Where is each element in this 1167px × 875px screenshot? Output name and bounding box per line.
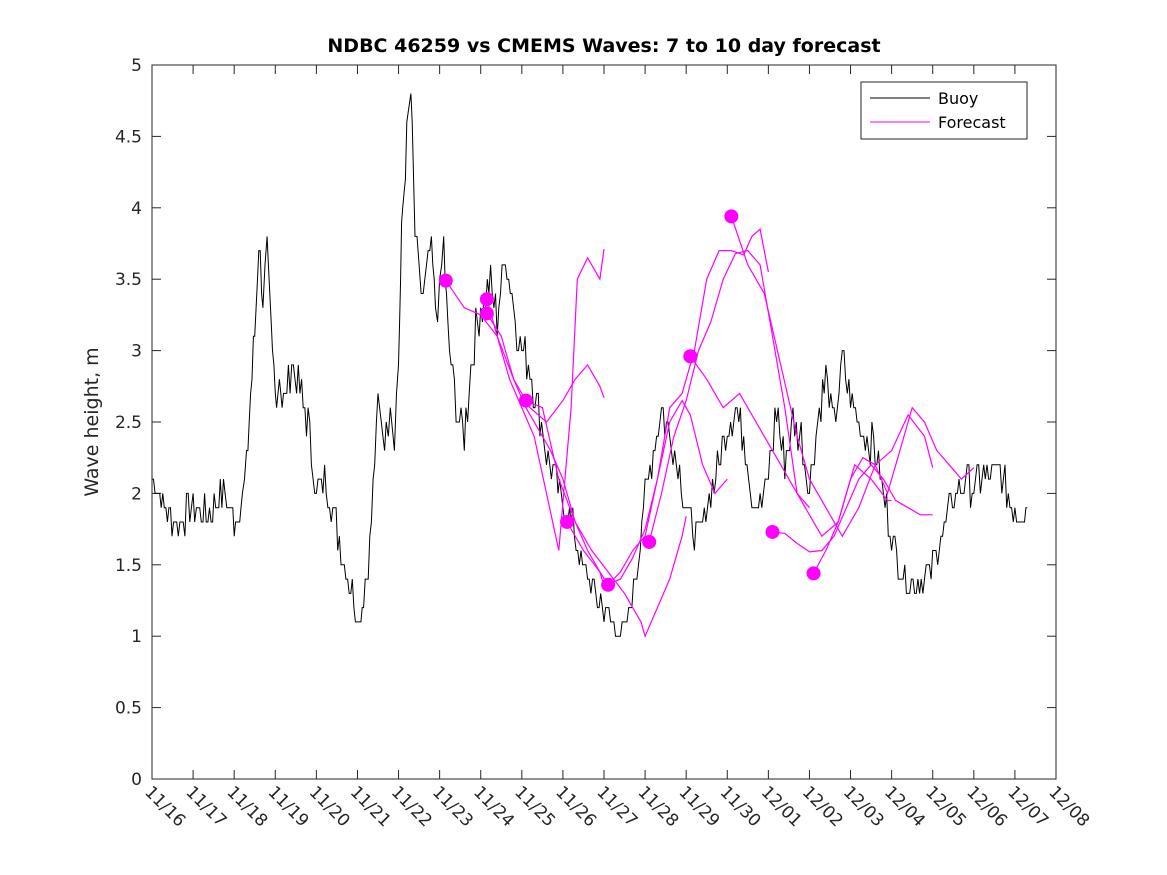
y-axis: 0 0.5 1 1.5 2 2.5 3 3.5 4 4.5 5 <box>115 56 1056 790</box>
forecast-start-point-1 <box>438 273 453 288</box>
series-layer <box>152 93 1028 638</box>
legend-box <box>860 81 1028 140</box>
y-tick-label: 3 <box>131 342 142 362</box>
legend-buoy-label: Buoy <box>938 89 978 108</box>
forecast-start-point-2 <box>479 292 494 307</box>
forecast-series-line-2 <box>486 249 605 551</box>
forecast-series-line-9 <box>730 216 934 538</box>
forecast-start-point-6 <box>601 577 616 592</box>
y-tick-label: 2 <box>131 484 142 504</box>
buoy-series-line <box>152 93 1028 637</box>
y-tick-label: 1.5 <box>115 556 142 576</box>
y-tick-label: 0.5 <box>115 699 142 719</box>
y-tick-label: 4 <box>131 199 142 219</box>
forecast-series-line-1 <box>445 280 605 423</box>
y-axis-label: Wave height, m <box>81 347 103 496</box>
forecast-series-line-3 <box>486 313 605 587</box>
plot-frame <box>151 64 1057 780</box>
y-tick-label: 1 <box>131 627 142 647</box>
forecast-start-point-3 <box>479 306 494 321</box>
forecast-start-point-8 <box>683 349 698 364</box>
forecast-series-line-7 <box>648 249 810 543</box>
forecast-start-point-7 <box>642 534 657 549</box>
y-tick-label: 3.5 <box>115 270 142 290</box>
forecast-start-point-4 <box>518 393 533 408</box>
forecast-series-line-11 <box>813 406 975 574</box>
forecast-start-point-11 <box>806 566 821 581</box>
forecast-series-line-6 <box>607 228 769 586</box>
forecast-start-point-5 <box>560 514 575 529</box>
forecast-series-line-5 <box>566 399 728 586</box>
forecast-start-point-10 <box>765 524 780 539</box>
forecast-series-line-4 <box>525 400 687 638</box>
y-tick-label: 2.5 <box>115 413 142 433</box>
legend: Buoy Forecast <box>860 81 1028 140</box>
plot-area <box>152 65 1056 779</box>
forecast-series-line-8 <box>689 355 892 538</box>
y-tick-label: 4.5 <box>115 127 142 147</box>
legend-forecast-label: Forecast <box>938 113 1006 132</box>
y-tick-label: 5 <box>131 56 142 76</box>
y-tick-label: 0 <box>131 770 142 790</box>
forecast-series-line-10 <box>772 463 933 553</box>
forecast-start-point-9 <box>724 209 739 224</box>
chart-title: NDBC 46259 vs CMEMS Waves: 7 to 10 day f… <box>327 35 880 57</box>
